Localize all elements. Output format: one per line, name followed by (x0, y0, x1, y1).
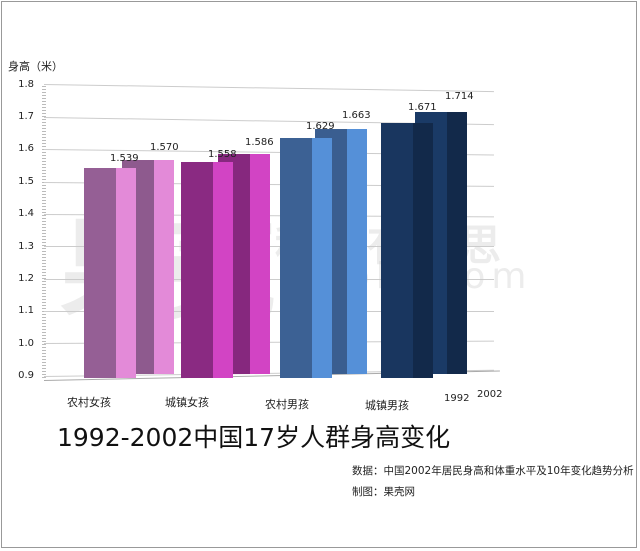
y-tick: 1.6 (18, 143, 34, 154)
value-label: 1.671 (408, 102, 437, 113)
value-label: 1.570 (150, 142, 179, 153)
y-tick: 1.8 (18, 79, 34, 90)
chart-title: 1992-2002中国17岁人群身高变化 (57, 423, 451, 452)
series-label-2002: 2002 (477, 389, 503, 400)
bar-rural-boys-1992[interactable] (280, 138, 332, 378)
y-tick: 1.1 (18, 305, 34, 316)
value-label: 1.539 (110, 153, 139, 164)
category-label: 城镇女孩 (165, 396, 209, 409)
value-label: 1.586 (245, 137, 274, 148)
y-tick: 1.4 (18, 208, 34, 219)
category-label: 农村女孩 (67, 396, 111, 409)
y-tick: 0.9 (18, 370, 34, 381)
value-label: 1.714 (445, 91, 474, 102)
y-tick: 1.0 (18, 338, 34, 349)
bar-urban-girls-1992[interactable] (181, 162, 233, 378)
value-label: 1.629 (306, 121, 335, 132)
credit-note: 制图：果壳网 (352, 486, 415, 498)
category-label: 农村男孩 (265, 398, 309, 411)
bar-rural-girls-1992[interactable] (84, 168, 136, 378)
value-label: 1.558 (208, 149, 237, 160)
value-label: 1.663 (342, 110, 371, 121)
data-source-note: 数据：中国2002年居民身高和体重水平及10年变化趋势分析 (352, 465, 634, 477)
y-axis-label: 身高（米） (8, 60, 63, 73)
y-tick: 1.3 (18, 241, 34, 252)
bar-urban-boys-1992[interactable] (381, 123, 433, 378)
y-tick: 1.7 (18, 111, 34, 122)
series-label-1992: 1992 (444, 393, 470, 404)
category-label: 城镇男孩 (365, 399, 409, 412)
y-tick: 1.2 (18, 273, 34, 284)
y-axis (42, 86, 46, 378)
y-tick: 1.5 (18, 176, 34, 187)
